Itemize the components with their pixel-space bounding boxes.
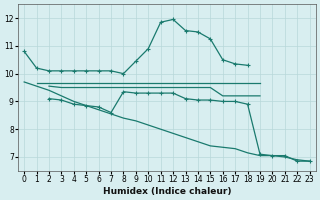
X-axis label: Humidex (Indice chaleur): Humidex (Indice chaleur) [103, 187, 231, 196]
